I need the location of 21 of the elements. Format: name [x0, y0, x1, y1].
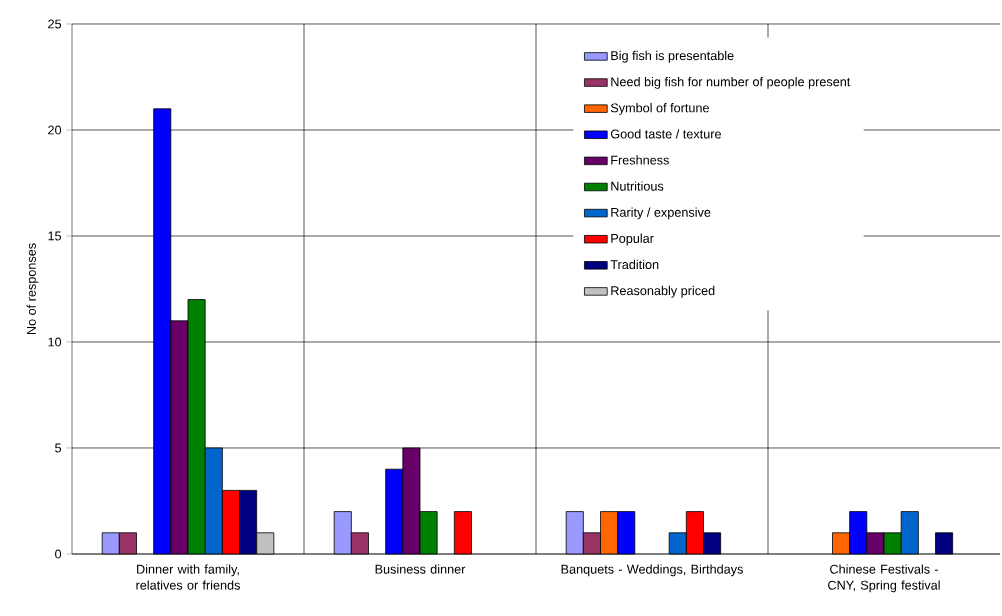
- y-tick-label: 10: [48, 337, 62, 347]
- legend-label: Popular: [611, 233, 654, 246]
- x-tick-label: Dinner with family, relatives or friends: [136, 564, 240, 590]
- legend-label: Need big fish for number of people present: [611, 76, 851, 89]
- legend-label: Big fish is presentable: [611, 50, 734, 63]
- y-tick-label: 20: [48, 125, 62, 135]
- legend-label: Good taste / texture: [610, 129, 721, 139]
- y-tick-label: 25: [48, 19, 62, 29]
- x-tick-label: Banquets - Weddings, Birthdays: [561, 564, 743, 577]
- y-axis-title: No of responses: [26, 243, 39, 335]
- legend-label: Rarity / expensive: [611, 207, 711, 220]
- legend-label: Nutritious: [611, 181, 664, 191]
- legend-label: Reasonably priced: [611, 285, 715, 298]
- legend-label: Tradition: [610, 259, 659, 270]
- x-tick-label: Business dinner: [375, 564, 466, 574]
- y-tick-label: 5: [55, 443, 62, 453]
- x-tick-label: Chinese Festivals - CNY, Spring festival: [828, 564, 940, 593]
- legend-label: Freshness: [611, 155, 669, 165]
- legend-label: Symbol of fortune: [610, 103, 709, 115]
- y-tick-label: 0: [55, 549, 62, 559]
- y-tick-label: 15: [48, 231, 62, 241]
